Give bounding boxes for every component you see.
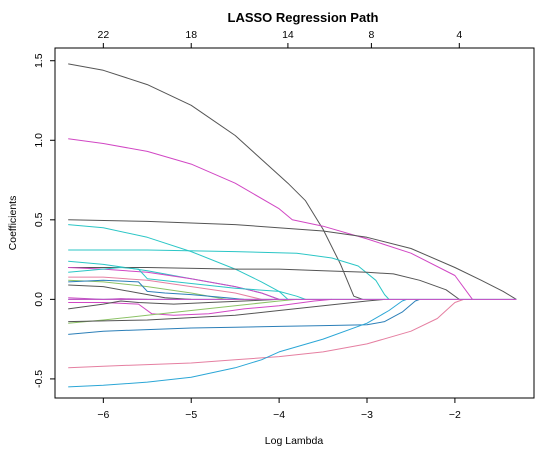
coefficient-path-2: [68, 138, 473, 300]
x-axis: −6 −5 −4 −3 −2: [97, 398, 461, 421]
coefficient-path-13: [68, 284, 192, 300]
y-tick-label: 0.5: [33, 212, 45, 227]
coefficient-path-1: [68, 63, 363, 300]
coefficient-path-9: [68, 267, 306, 300]
coefficient-path-16: [68, 298, 280, 310]
y-axis-label: Coefficients: [7, 196, 19, 251]
x-tick-label: −2: [449, 409, 461, 421]
top-tick-label: 14: [282, 29, 294, 41]
chart-title: LASSO Regression Path: [228, 10, 379, 25]
x-tick-label: −3: [361, 409, 373, 421]
coefficient-path-17: [68, 298, 297, 324]
x-tick-label: −6: [97, 409, 109, 421]
top-axis-df: 22 18 14 8 4: [97, 29, 462, 48]
y-tick-label: -0.5: [33, 370, 45, 388]
coefficient-path-12: [68, 279, 245, 300]
y-tick-label: 0.0: [33, 292, 45, 307]
coefficient-path-10: [68, 276, 262, 300]
coefficient-path-11: [68, 279, 227, 300]
x-tick-label: −5: [185, 409, 197, 421]
coefficient-path-18: [68, 298, 385, 323]
top-tick-label: 8: [368, 29, 374, 41]
y-axis: -0.5 0.0 0.5 1.0 1.5: [33, 53, 55, 388]
coefficient-path-15: [68, 298, 332, 316]
top-tick-label: 4: [456, 29, 462, 41]
y-tick-label: 1.0: [33, 133, 45, 148]
x-tick-label: −4: [273, 409, 285, 421]
top-tick-label: 22: [97, 29, 109, 41]
coefficient-path-21: [68, 298, 407, 388]
series-layer: [68, 63, 517, 388]
coefficient-path-4: [68, 224, 289, 300]
plot-frame: [54, 47, 535, 399]
coefficient-path-20: [68, 298, 464, 369]
coefficient-path-3: [68, 219, 517, 300]
coefficient-path-19: [68, 298, 420, 335]
coefficient-path-7: [68, 267, 460, 300]
x-axis-label: Log Lambda: [265, 435, 324, 447]
y-tick-label: 1.5: [33, 53, 45, 68]
coefficient-path-5: [68, 249, 390, 300]
top-tick-label: 18: [185, 29, 197, 41]
